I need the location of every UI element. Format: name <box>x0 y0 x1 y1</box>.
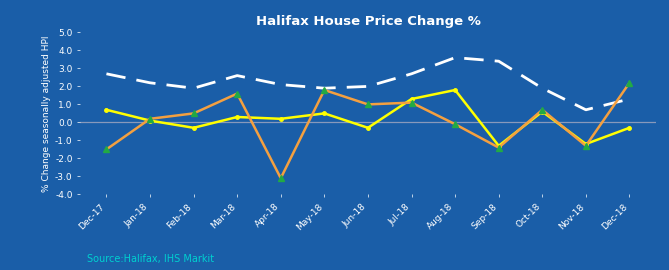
Y-axis label: % Change seasonally adjusted HPI: % Change seasonally adjusted HPI <box>42 35 51 192</box>
Title: Halifax House Price Change %: Halifax House Price Change % <box>256 15 480 28</box>
Text: Source:Halifax, IHS Markit: Source:Halifax, IHS Markit <box>87 254 214 264</box>
